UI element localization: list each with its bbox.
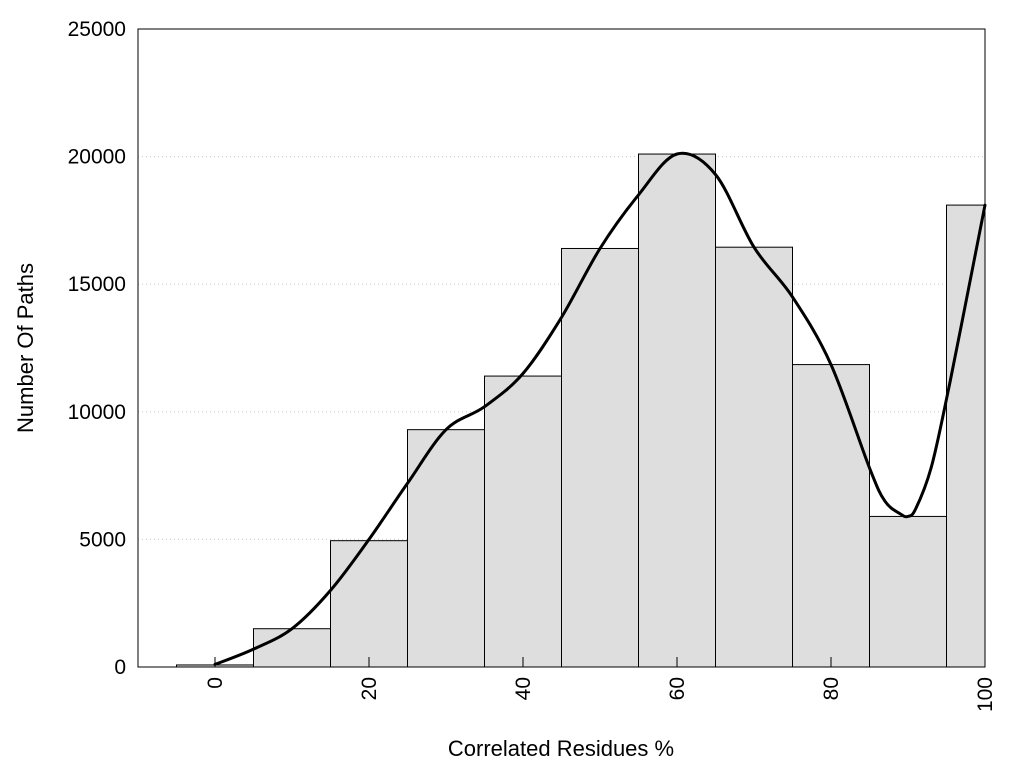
bar-40 <box>484 375 562 668</box>
x-axis-label: Correlated Residues % <box>448 736 674 761</box>
y-tick-label: 15000 <box>68 273 126 296</box>
y-tick-label: 5000 <box>79 528 126 551</box>
curve-line <box>213 151 987 666</box>
plot-frame <box>137 28 986 668</box>
bar-20 <box>330 540 408 668</box>
x-axis-ticks: 0 20 40 60 80 100 <box>204 657 997 712</box>
bar-60 <box>638 153 716 668</box>
bar-10 <box>253 628 331 668</box>
bar-100 <box>946 204 986 668</box>
x-tick-label: 100 <box>974 677 997 712</box>
y-axis-ticks: 0 5000 10000 15000 20000 25000 <box>68 18 126 679</box>
density-curve <box>213 151 987 666</box>
y-tick-label: 20000 <box>68 146 126 169</box>
bars <box>176 153 986 668</box>
x-tick-label: 40 <box>512 677 535 700</box>
y-tick-label: 25000 <box>68 18 126 41</box>
x-tick-label: 20 <box>358 677 381 700</box>
bar-90 <box>869 515 947 668</box>
x-tick-label: 60 <box>666 677 689 700</box>
x-tick-label: 80 <box>820 677 843 700</box>
bar-80 <box>792 364 870 668</box>
y-axis-label: Number Of Paths <box>13 263 38 433</box>
y-tick-label: 0 <box>114 656 126 679</box>
x-tick-label: 0 <box>204 677 227 689</box>
bar-50 <box>561 247 639 668</box>
y-tick-label: 10000 <box>68 401 126 424</box>
bar-70 <box>715 246 793 668</box>
